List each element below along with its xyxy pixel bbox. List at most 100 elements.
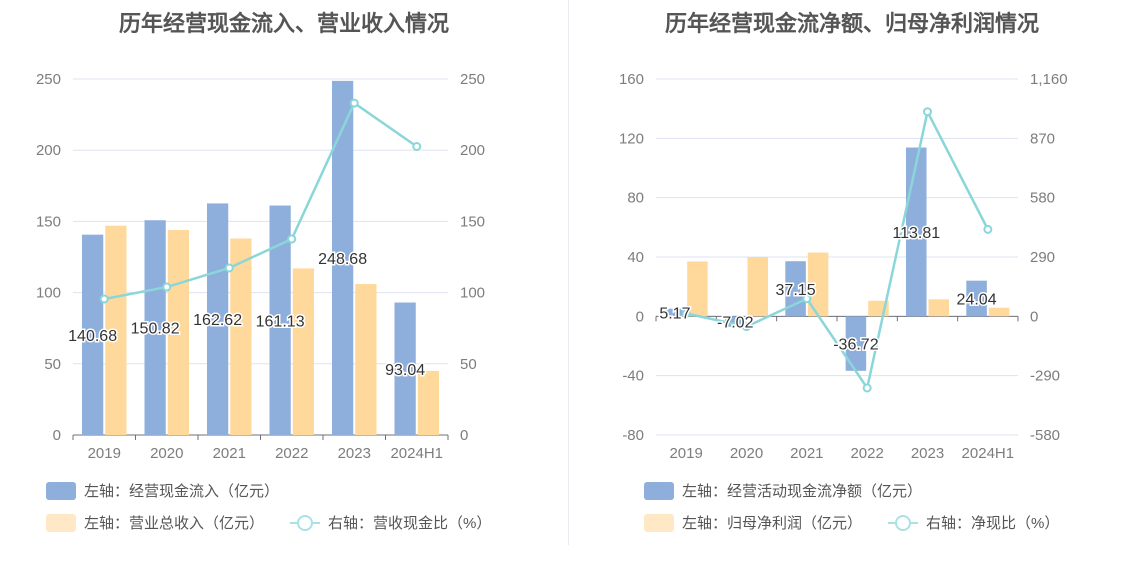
left-legend-row-1: 左轴：经营现金流入（亿元） [46, 480, 305, 501]
right-chart-plot: -80 -580 -40 -290 0 0 40 290 80 580 120 870 160 1,160… [619, 71, 1068, 462]
y-left-tick-label: 0 [636, 308, 644, 325]
legend-label-net-cash-ratio: 右轴：净现比（%） [926, 515, 1060, 532]
legend-item-cash-inflow[interactable]: 左轴：经营现金流入（亿元） [46, 480, 279, 501]
left-chart-title: 历年经营现金流入、营业收入情况 [118, 11, 449, 36]
y-left-tick-label: -80 [622, 427, 644, 444]
y-left-tick-label: 80 [627, 190, 644, 207]
x-tick-label: 2021 [213, 445, 246, 462]
data-label: 150.82 [131, 321, 180, 338]
y-right-tick-label: 0 [460, 427, 468, 444]
legend-swatch-net-profit [644, 513, 674, 532]
legend-label-revenue: 左轴：营业总收入（亿元） [84, 515, 265, 532]
y-right-tick-label: -290 [1030, 368, 1060, 385]
legend-swatch-net-operating-cash [644, 481, 674, 500]
line-point [99, 294, 109, 304]
y-right-tick-label: 580 [1030, 190, 1055, 207]
bar-cash-inflow [82, 234, 104, 435]
bar-revenue [230, 238, 252, 435]
data-label: -7.02 [717, 315, 754, 332]
legend-label-net-operating-cash: 左轴：经营活动现金流净额（亿元） [682, 483, 923, 500]
data-label: 140.68 [68, 328, 117, 345]
line-point [162, 282, 172, 292]
line-point [412, 141, 422, 151]
data-label: 162.62 [193, 312, 242, 329]
y-right-tick-label: 150 [460, 213, 485, 230]
line-net-cash-ratio [685, 108, 989, 392]
legend-swatch-cash-revenue-ratio [290, 514, 321, 532]
bar-net-operating-cash [724, 316, 746, 327]
bar-net-profit [807, 252, 829, 317]
x-tick-label: 2023 [338, 445, 371, 462]
bar-cash-inflow [269, 205, 291, 435]
x-tick-label: 2019 [669, 445, 702, 462]
y-left-tick-label: 200 [36, 142, 61, 159]
x-tick-label: 2022 [850, 445, 883, 462]
y-left-tick-label: 160 [619, 71, 644, 88]
legend-swatch-cash-inflow [46, 481, 76, 500]
data-label: -36.72 [833, 337, 878, 354]
y-left-tick-label: 120 [619, 130, 644, 147]
x-tick-label: 2019 [88, 445, 121, 462]
y-right-tick-label: 100 [460, 285, 485, 302]
y-right-tick-label: 290 [1030, 249, 1055, 266]
bar-net-profit [687, 261, 708, 317]
legend-item-net-operating-cash[interactable]: 左轴：经营活动现金流净额（亿元） [644, 480, 922, 501]
y-left-tick-label: 250 [36, 71, 61, 88]
right-chart-title: 历年经营现金流净额、归母净利润情况 [664, 11, 1039, 36]
y-left-tick-label: -40 [622, 368, 644, 385]
x-tick-label: 2022 [275, 445, 308, 462]
legend-label-cash-inflow: 左轴：经营现金流入（亿元） [84, 483, 280, 500]
x-tick-label: 2024H1 [962, 445, 1015, 462]
line-point [983, 224, 993, 234]
line-point [681, 308, 691, 318]
legend-item-net-profit[interactable]: 左轴：归母净利润（亿元） [644, 512, 862, 533]
y-left-tick-label: 150 [36, 213, 61, 230]
bar-net-operating-cash [966, 280, 987, 317]
legend-item-net-cash-ratio[interactable]: 右轴：净现比（%） [888, 512, 1059, 533]
bar-net-operating-cash [664, 308, 686, 317]
x-tick-label: 2023 [911, 445, 944, 462]
data-label: 113.81 [892, 225, 940, 242]
legend-item-revenue[interactable]: 左轴：营业总收入（亿元） [46, 512, 264, 533]
bar-revenue [417, 370, 439, 435]
y-right-tick-label: 0 [1030, 308, 1038, 325]
bar-net-profit [988, 307, 1010, 317]
data-label: 24.04 [957, 292, 997, 309]
legend-swatch-net-cash-ratio [888, 514, 919, 532]
line-point [349, 98, 359, 108]
bar-revenue [292, 268, 314, 435]
y-left-tick-label: 50 [44, 356, 61, 373]
bar-cash-inflow [144, 220, 166, 435]
line-point [224, 263, 234, 273]
left-chart-panel: 历年经营现金流入、营业收入情况 0 0 50 50 100 100 150 150 200 200… [36, 11, 517, 533]
bar-cash-inflow [332, 80, 354, 436]
y-left-tick-label: 0 [53, 427, 61, 444]
legend-item-cash-revenue-ratio[interactable]: 右轴：营收现金比（%） [290, 512, 491, 533]
data-label: 37.15 [776, 282, 816, 299]
y-right-tick-label: -580 [1030, 427, 1060, 444]
line-cash-revenue-ratio [104, 101, 418, 301]
left-legend-row-2: 左轴：营业总收入（亿元） 右轴：营收现金比（%） [46, 512, 517, 533]
right-legend-row-1: 左轴：经营活动现金流净额（亿元） [644, 480, 948, 501]
panel-divider [568, 0, 569, 545]
x-tick-label: 2020 [150, 445, 183, 462]
data-label: 93.04 [385, 362, 425, 379]
bar-revenue [355, 284, 377, 435]
bar-net-profit [928, 299, 950, 317]
y-right-tick-label: 1,160 [1030, 71, 1068, 88]
legend-label-net-profit: 左轴：归母净利润（亿元） [682, 515, 863, 532]
y-right-tick-label: 250 [460, 71, 485, 88]
right-legend-row-2: 左轴：归母净利润（亿元） 右轴：净现比（%） [644, 512, 1085, 533]
data-label: 161.13 [256, 313, 305, 330]
line-point [802, 294, 812, 304]
y-right-tick-label: 200 [460, 142, 485, 159]
bar-cash-inflow [207, 203, 229, 435]
data-label: 248.68 [318, 251, 367, 268]
bar-cash-inflow [394, 302, 416, 435]
legend-swatch-revenue [46, 513, 76, 532]
legend-label-cash-revenue-ratio: 右轴：营收现金比（%） [328, 515, 492, 532]
x-tick-label: 2024H1 [390, 445, 443, 462]
line-point [742, 322, 751, 332]
x-tick-label: 2020 [730, 445, 763, 462]
data-label: 5.17 [659, 305, 690, 322]
